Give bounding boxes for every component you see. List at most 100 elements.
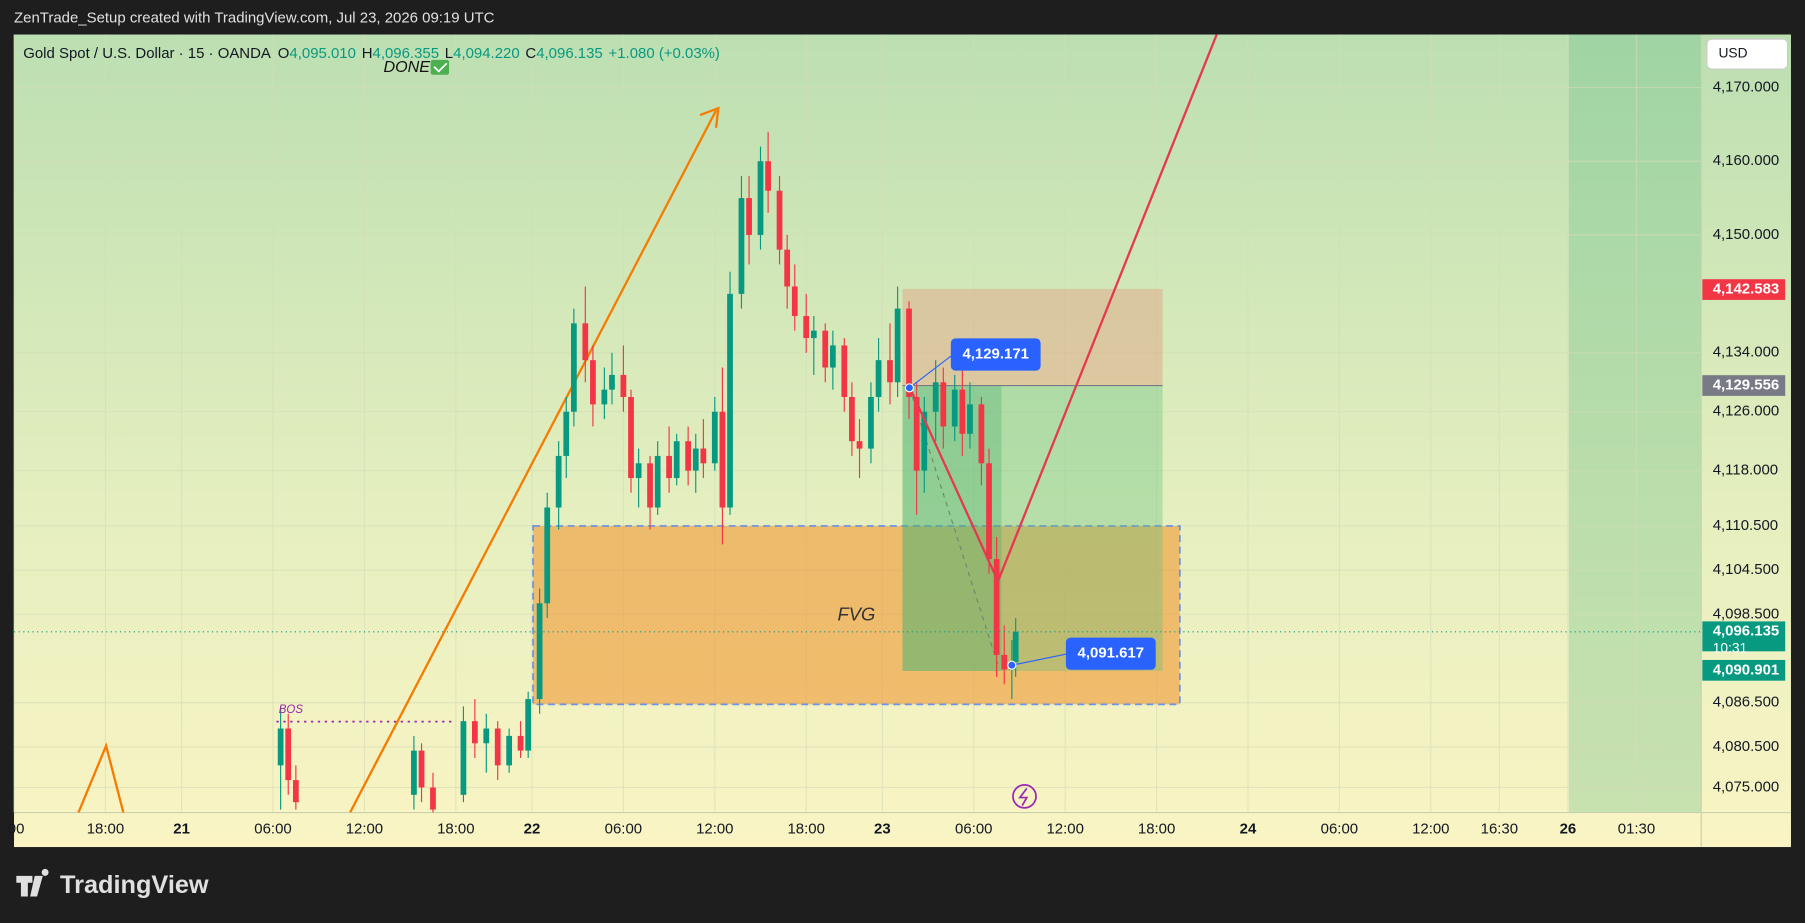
done-label: DONE (383, 58, 430, 76)
price-label-box (1702, 621, 1786, 652)
arrow-line (349, 109, 718, 813)
x-tick-label: 18:00 (787, 821, 824, 838)
x-tick-label: 21 (173, 821, 190, 838)
candle-body (913, 396, 920, 471)
candle-body (285, 728, 292, 781)
axes: 4,170.000 4,160.000 4,150.000 4,134.000 4,12… (4, 79, 1786, 838)
x-tick-label: 01:30 (1618, 821, 1655, 838)
x-tick-label: 12:00 (696, 821, 733, 838)
x-tick-label: 06:00 (955, 821, 992, 838)
ohlc-key: H (362, 45, 373, 62)
candle-body (849, 396, 855, 442)
countdown: 10:31 (1713, 640, 1748, 656)
candle-body (791, 286, 798, 316)
done-check (430, 59, 450, 75)
candles (277, 131, 1019, 813)
ohlc-value: 4,095.010 (289, 45, 356, 62)
candle-body (685, 441, 692, 471)
price-label: 4,142.583 (1713, 281, 1780, 298)
x-tick-label: :00 (4, 821, 25, 838)
y-tick-label: 4,160.000 (1713, 152, 1780, 169)
candle-body (460, 721, 467, 795)
candle-body (525, 699, 532, 751)
fvg-label: FVG (838, 604, 876, 625)
logo: TradingView (16, 868, 209, 899)
candle-body (411, 750, 417, 795)
arrow-head (699, 106, 720, 128)
candle-body (967, 404, 973, 434)
candle-body (986, 463, 992, 560)
candle-body (829, 345, 836, 368)
candle-body (430, 787, 436, 810)
candle-body (620, 374, 627, 397)
callout-box (950, 338, 1041, 371)
x-tick-label: 18:00 (87, 821, 124, 838)
ohlc-key: C (525, 45, 536, 62)
callout-dot (904, 383, 915, 393)
x-tick-label: 22 (524, 821, 541, 838)
y-tick-label: 4,110.500 (1713, 517, 1778, 534)
session-shade (1568, 34, 1702, 813)
y-tick-label: 4,118.000 (1713, 462, 1778, 479)
candle-body (494, 728, 501, 766)
candle-body (719, 411, 726, 508)
candle-body (875, 360, 882, 397)
logo-mark (16, 868, 49, 897)
candle-body (894, 308, 901, 383)
candle-body (563, 411, 570, 456)
y-tick-label: 4,134.000 (1713, 344, 1780, 361)
drawings (77, 106, 1181, 813)
stop-box (902, 288, 1163, 386)
candle-body (647, 463, 653, 508)
candle-body (673, 441, 680, 479)
candle-body (711, 411, 718, 464)
candle-body (993, 559, 1000, 655)
currency-button[interactable] (1706, 38, 1789, 70)
candle-body (654, 455, 661, 508)
ohlc-key: L (445, 45, 453, 62)
candle-body (590, 360, 596, 405)
candle-body (628, 396, 634, 479)
candle-body (1012, 631, 1019, 663)
candle-body (666, 455, 672, 479)
candle-body (746, 198, 752, 235)
candle-body (822, 330, 829, 368)
y-tick-label: 4,126.000 (1713, 403, 1780, 420)
price-label: 4,129.556 (1713, 376, 1780, 393)
price-label-box (1702, 659, 1786, 681)
candle-body (483, 728, 490, 744)
check-mark (433, 62, 448, 73)
x-tick-label: 06:00 (254, 821, 291, 838)
event-bolt (1018, 787, 1029, 807)
x-tick-label: 18:00 (437, 821, 474, 838)
candle-body (978, 404, 985, 464)
x-tick-label: 16:30 (1481, 821, 1518, 838)
y-tick-label: 4,080.500 (1713, 738, 1780, 755)
change: +1.080 (+0.03%) (609, 45, 720, 62)
x-tick-label: 18:00 (1138, 821, 1175, 838)
price-label: 4,096.135 (1713, 623, 1780, 640)
y-tick-label: 4,075.000 (1713, 778, 1780, 795)
candle-body (418, 750, 425, 788)
candle-body (506, 735, 513, 766)
candle-body (757, 161, 764, 235)
candle-body (784, 249, 791, 287)
callout: 4,091.617 (1078, 645, 1145, 662)
event-icon[interactable] (1012, 784, 1037, 809)
symbol: Gold Spot / U.S. Dollar · 15 · OANDA (23, 45, 271, 62)
ohlc-value: 4,094.220 (453, 45, 520, 62)
candle-body (292, 780, 299, 803)
candle-body (601, 389, 608, 405)
candle-body (536, 603, 543, 700)
candle-body (765, 161, 771, 191)
y-tick-label: 4,150.000 (1713, 226, 1780, 243)
candle-body (727, 293, 733, 508)
candle-body (932, 382, 939, 412)
candle-body (692, 448, 699, 471)
ohlc-value: 4,096.355 (373, 45, 440, 62)
overlay: 4,129.171 4,091.617 FVG BOS DONE (14, 34, 1702, 809)
x-tick-label: 06:00 (605, 821, 642, 838)
candle-body (471, 721, 478, 744)
candle-body (1001, 654, 1008, 670)
